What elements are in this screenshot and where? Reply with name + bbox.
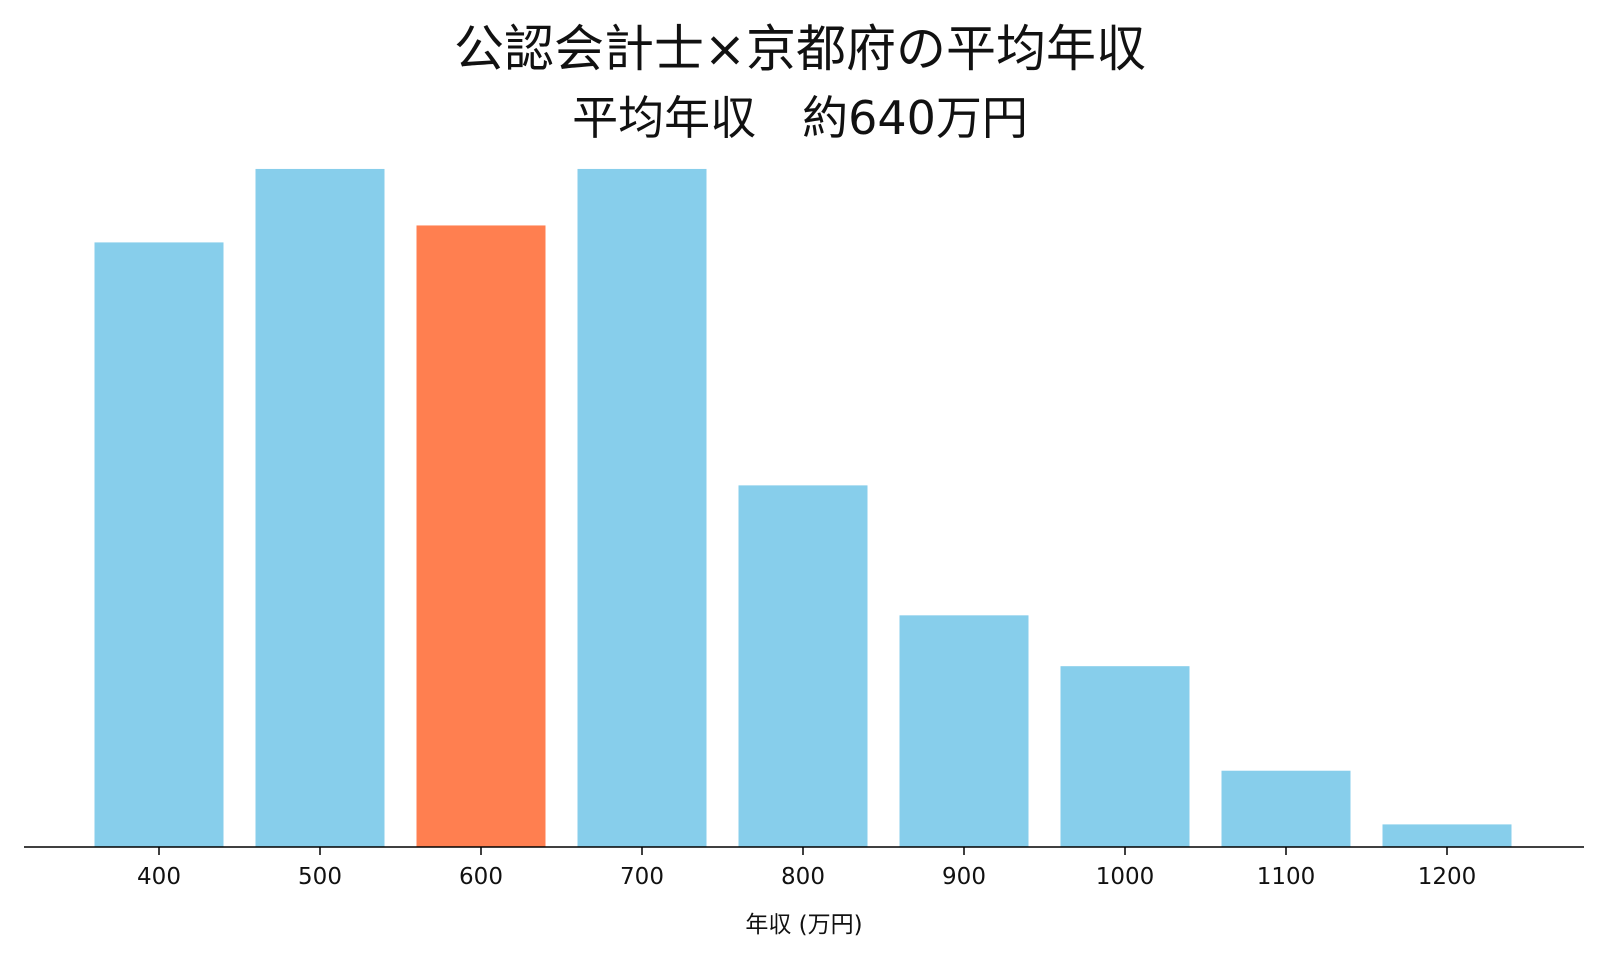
- x-tick-label-500: 500: [298, 864, 342, 890]
- x-tick-label-1000: 1000: [1096, 864, 1155, 890]
- bar-800: [738, 485, 868, 847]
- bar-1200: [1382, 824, 1512, 847]
- x-tick-label-1100: 1100: [1257, 864, 1316, 890]
- x-tick-label-600: 600: [459, 864, 503, 890]
- bar-500: [255, 168, 385, 847]
- bars-group: [94, 168, 1512, 848]
- bar-900: [899, 615, 1029, 847]
- bar-600: [416, 225, 546, 847]
- x-tick-label-900: 900: [942, 864, 986, 890]
- chart-subtitle: 平均年収 約640万円: [572, 91, 1028, 145]
- bar-1100: [1221, 770, 1351, 847]
- bar-700: [577, 168, 707, 847]
- bar-1000: [1060, 666, 1190, 847]
- x-ticks-group: 400 500 600 700 800 900 1000 1100 1200: [137, 847, 1476, 890]
- x-axis-label: 年収 (万円): [745, 912, 862, 938]
- x-tick-label-400: 400: [137, 864, 181, 890]
- x-tick-label-800: 800: [781, 864, 825, 890]
- bar-400: [94, 242, 224, 848]
- x-tick-label-700: 700: [620, 864, 664, 890]
- chart-title: 公認会計士×京都府の平均年収: [454, 20, 1146, 78]
- x-tick-label-1200: 1200: [1418, 864, 1477, 890]
